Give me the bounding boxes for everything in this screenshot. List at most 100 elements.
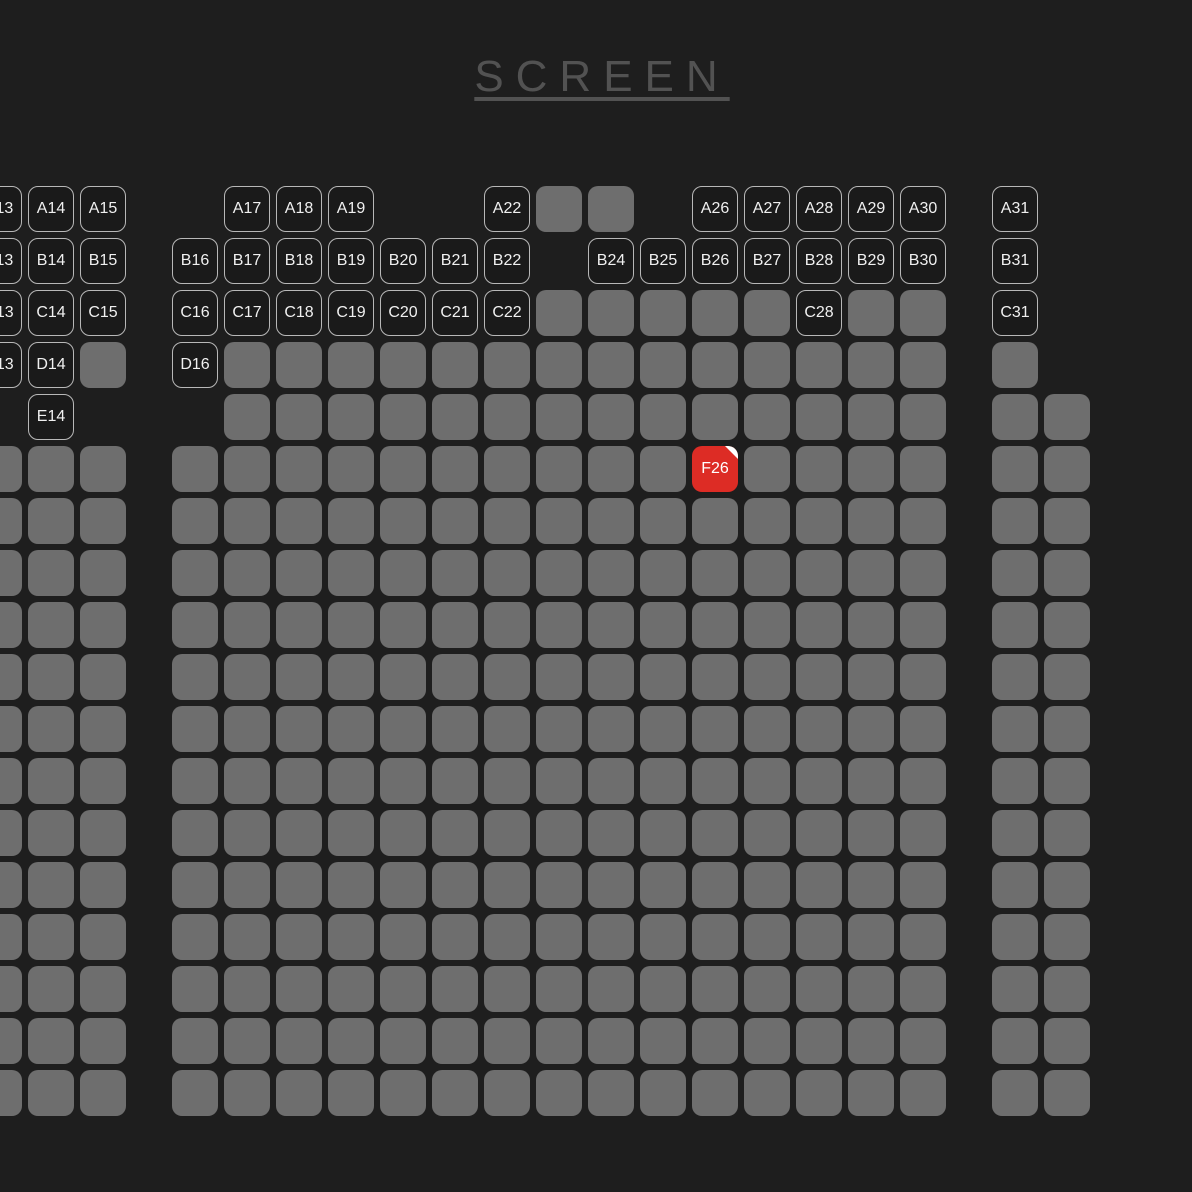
- seat-F17: [224, 446, 270, 492]
- seat-K31: [992, 706, 1038, 752]
- seat-F32: [1044, 446, 1090, 492]
- seat-F26[interactable]: F26: [692, 446, 738, 492]
- seat-H31: [992, 550, 1038, 596]
- seat-A19[interactable]: A19: [328, 186, 374, 232]
- seat-K28: [796, 706, 842, 752]
- seat-A17[interactable]: A17: [224, 186, 270, 232]
- seat-B28[interactable]: B28: [796, 238, 842, 284]
- seat-G20: [380, 498, 426, 544]
- seat-B14[interactable]: B14: [28, 238, 74, 284]
- seat-B13[interactable]: B13: [0, 238, 22, 284]
- seat-N17: [224, 862, 270, 908]
- seat-C18[interactable]: C18: [276, 290, 322, 336]
- seat-C17[interactable]: C17: [224, 290, 270, 336]
- seat-K22: [484, 706, 530, 752]
- seat-O16: [172, 914, 218, 960]
- seat-D29: [848, 342, 894, 388]
- seat-D26: [692, 342, 738, 388]
- seat-E20: [380, 394, 426, 440]
- seat-D28: [796, 342, 842, 388]
- seat-A26[interactable]: A26: [692, 186, 738, 232]
- seat-C14[interactable]: C14: [28, 290, 74, 336]
- seat-label: E14: [37, 408, 65, 426]
- seat-C31[interactable]: C31: [992, 290, 1038, 336]
- seat-Q27: [744, 1018, 790, 1064]
- seat-A30[interactable]: A30: [900, 186, 946, 232]
- seat-B17[interactable]: B17: [224, 238, 270, 284]
- seat-B15[interactable]: B15: [80, 238, 126, 284]
- seat-O24: [588, 914, 634, 960]
- seat-A14[interactable]: A14: [28, 186, 74, 232]
- seat-M30: [900, 810, 946, 856]
- seat-label: A17: [233, 200, 261, 218]
- seat-D16[interactable]: D16: [172, 342, 218, 388]
- seat-B31[interactable]: B31: [992, 238, 1038, 284]
- seat-J32: [1044, 654, 1090, 700]
- seat-C15[interactable]: C15: [80, 290, 126, 336]
- seat-P15: [80, 966, 126, 1012]
- seat-Q23: [536, 1018, 582, 1064]
- seat-C21[interactable]: C21: [432, 290, 478, 336]
- seat-P27: [744, 966, 790, 1012]
- seat-J15: [80, 654, 126, 700]
- seat-C16[interactable]: C16: [172, 290, 218, 336]
- seat-J13: [0, 654, 22, 700]
- seat-A15[interactable]: A15: [80, 186, 126, 232]
- seat-C20[interactable]: C20: [380, 290, 426, 336]
- seat-B24[interactable]: B24: [588, 238, 634, 284]
- seat-J17: [224, 654, 270, 700]
- seat-B25[interactable]: B25: [640, 238, 686, 284]
- seat-D14[interactable]: D14: [28, 342, 74, 388]
- seat-B30[interactable]: B30: [900, 238, 946, 284]
- seat-O29: [848, 914, 894, 960]
- seat-N20: [380, 862, 426, 908]
- seat-C24: [588, 290, 634, 336]
- seat-M18: [276, 810, 322, 856]
- seat-C19[interactable]: C19: [328, 290, 374, 336]
- seat-B18[interactable]: B18: [276, 238, 322, 284]
- seat-L14: [28, 758, 74, 804]
- seat-B27[interactable]: B27: [744, 238, 790, 284]
- seat-D13[interactable]: D13: [0, 342, 22, 388]
- seat-L17: [224, 758, 270, 804]
- seat-B22[interactable]: B22: [484, 238, 530, 284]
- seat-B21[interactable]: B21: [432, 238, 478, 284]
- seat-I32: [1044, 602, 1090, 648]
- seat-C28[interactable]: C28: [796, 290, 842, 336]
- seat-C13[interactable]: C13: [0, 290, 22, 336]
- seat-B16[interactable]: B16: [172, 238, 218, 284]
- seat-P22: [484, 966, 530, 1012]
- seat-A18[interactable]: A18: [276, 186, 322, 232]
- seat-D22: [484, 342, 530, 388]
- seat-B19[interactable]: B19: [328, 238, 374, 284]
- seat-K26: [692, 706, 738, 752]
- seat-E14[interactable]: E14: [28, 394, 74, 440]
- seat-label: D13: [0, 356, 14, 374]
- seat-R26: [692, 1070, 738, 1116]
- seat-G26: [692, 498, 738, 544]
- seat-A22[interactable]: A22: [484, 186, 530, 232]
- seat-J27: [744, 654, 790, 700]
- seat-I27: [744, 602, 790, 648]
- seat-M28: [796, 810, 842, 856]
- seat-Q14: [28, 1018, 74, 1064]
- seat-B26[interactable]: B26: [692, 238, 738, 284]
- seat-I29: [848, 602, 894, 648]
- seat-A28[interactable]: A28: [796, 186, 842, 232]
- seat-F25: [640, 446, 686, 492]
- seat-B20[interactable]: B20: [380, 238, 426, 284]
- seat-D25: [640, 342, 686, 388]
- seat-A27[interactable]: A27: [744, 186, 790, 232]
- seat-E17: [224, 394, 270, 440]
- seat-O13: [0, 914, 22, 960]
- seat-B29[interactable]: B29: [848, 238, 894, 284]
- seat-I17: [224, 602, 270, 648]
- seat-A29[interactable]: A29: [848, 186, 894, 232]
- seat-A31[interactable]: A31: [992, 186, 1038, 232]
- seat-J26: [692, 654, 738, 700]
- seat-C22[interactable]: C22: [484, 290, 530, 336]
- seat-P24: [588, 966, 634, 1012]
- seat-A13[interactable]: A13: [0, 186, 22, 232]
- seat-Q25: [640, 1018, 686, 1064]
- seat-M14: [28, 810, 74, 856]
